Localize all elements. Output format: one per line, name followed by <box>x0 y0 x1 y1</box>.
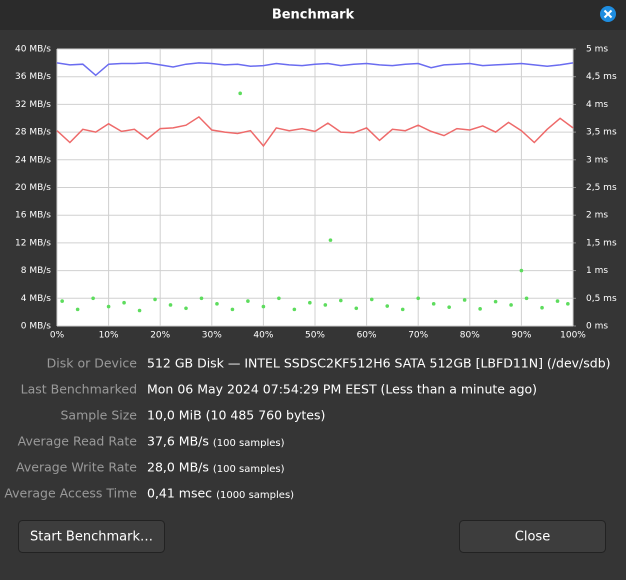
data-line <box>56 62 574 77</box>
x-tick-label: 80% <box>460 331 480 341</box>
data-point <box>385 304 390 308</box>
y-tick-label: 36 MB/s <box>15 72 51 82</box>
y2-tick-label: 1 ms <box>586 266 608 276</box>
data-point <box>416 296 421 301</box>
info-label: Average Read Rate <box>18 434 138 449</box>
y2-tick-label: 5 ms <box>586 45 608 55</box>
y-tick-label: 12 MB/s <box>15 238 51 248</box>
info-value: 10,0 MiB (10 485 760 bytes) <box>147 408 325 423</box>
y-tick-label: 16 MB/s <box>15 211 51 221</box>
y-tick-label: 32 MB/s <box>15 100 51 110</box>
data-point <box>230 307 235 312</box>
info-note: (100 samples) <box>213 438 285 449</box>
y2-tick-label: 0,5 ms <box>586 294 617 304</box>
info-label: Average Write Rate <box>16 460 137 475</box>
data-point <box>328 238 333 242</box>
info-value: 37,6 MB/s <box>147 434 209 449</box>
data-point <box>137 308 142 313</box>
y-tick-label: 28 MB/s <box>15 128 51 138</box>
data-point <box>524 296 529 301</box>
close-button[interactable]: Close <box>459 520 606 553</box>
data-point <box>168 303 173 307</box>
data-point <box>566 302 570 306</box>
data-point <box>60 299 64 303</box>
y-tick-label: 40 MB/s <box>15 45 51 55</box>
y-tick-label: 24 MB/s <box>15 155 51 165</box>
data-point <box>122 300 126 305</box>
data-point <box>323 303 328 307</box>
x-tick-label: 40% <box>253 331 273 341</box>
x-tick-label: 50% <box>305 331 325 341</box>
x-tick-label: 100% <box>560 331 586 341</box>
data-point <box>261 304 266 309</box>
data-point <box>246 299 250 303</box>
data-point <box>555 299 560 303</box>
x-tick-label: 30% <box>202 331 222 341</box>
x-tick-label: 90% <box>511 331 531 341</box>
info-note: (100 samples) <box>213 464 285 475</box>
data-point <box>215 302 219 306</box>
data-point <box>369 297 374 302</box>
info-label: Last Benchmarked <box>21 382 137 397</box>
y2-tick-label: 4 ms <box>586 100 608 110</box>
data-point <box>493 299 498 304</box>
data-point <box>354 306 359 311</box>
info-value: 0,41 msec <box>147 486 212 501</box>
y2-tick-label: 0 ms <box>586 322 608 332</box>
data-point <box>462 298 467 302</box>
x-tick-label: 10% <box>99 331 119 341</box>
data-point <box>400 307 405 312</box>
data-point <box>447 305 451 309</box>
info-value: Mon 06 May 2024 07:54:29 PM EEST (Less t… <box>147 382 537 397</box>
data-point <box>431 302 436 306</box>
button-label: Start Benchmark… <box>30 530 153 545</box>
info-value: 512 GB Disk — INTEL SSDSC2KF512H6 SATA 5… <box>147 356 611 371</box>
button-frame[interactable] <box>18 520 165 553</box>
data-point <box>184 306 188 311</box>
x-tick-label: 20% <box>150 331 170 341</box>
data-line <box>56 115 574 148</box>
data-point <box>540 305 544 310</box>
y2-tick-label: 1,5 ms <box>586 238 617 248</box>
data-point <box>519 268 524 273</box>
data-point <box>277 296 281 301</box>
info-label: Disk or Device <box>47 356 138 371</box>
button-frame[interactable] <box>459 520 606 553</box>
x-tick-label: 70% <box>408 331 428 341</box>
data-point <box>91 296 95 301</box>
x-tick-label: 0% <box>50 331 65 341</box>
start-benchmark-button[interactable]: Start Benchmark… <box>18 520 165 553</box>
y2-tick-label: 3 ms <box>586 155 608 165</box>
data-point <box>339 298 343 303</box>
data-point <box>292 307 297 312</box>
data-point <box>238 91 242 96</box>
info-note: (1000 samples) <box>216 490 294 501</box>
info-value: 28,0 MB/s <box>147 460 209 475</box>
close-window-button[interactable] <box>600 6 616 22</box>
data-point <box>308 300 312 305</box>
y2-tick-label: 3,5 ms <box>586 128 617 138</box>
title-bar <box>0 0 626 30</box>
button-label: Close <box>515 530 550 545</box>
data-point <box>75 307 80 312</box>
info-label: Average Access Time <box>4 486 137 501</box>
close-icon-cross <box>603 9 613 19</box>
y2-tick-label: 2,5 ms <box>586 183 617 193</box>
y-tick-label: 0 MB/s <box>21 322 52 332</box>
y-tick-label: 4 MB/s <box>21 294 52 304</box>
data-point <box>478 307 482 311</box>
window-title: Benchmark <box>272 8 355 23</box>
data-point <box>199 296 204 301</box>
data-point <box>106 304 111 309</box>
y2-tick-label: 2 ms <box>586 211 608 221</box>
x-tick-label: 60% <box>357 331 377 341</box>
y2-tick-label: 4,5 ms <box>586 72 617 82</box>
y-tick-label: 20 MB/s <box>15 183 51 193</box>
data-point <box>509 303 513 307</box>
y-tick-label: 8 MB/s <box>21 266 52 276</box>
info-label: Sample Size <box>60 408 137 423</box>
data-point <box>153 297 157 302</box>
